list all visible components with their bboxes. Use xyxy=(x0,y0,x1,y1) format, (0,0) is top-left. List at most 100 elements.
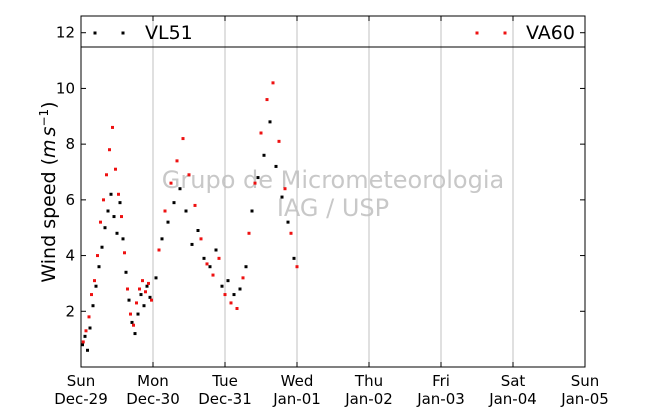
data-point xyxy=(190,242,194,246)
x-tick-label-date: Dec-30 xyxy=(126,390,180,408)
y-tick-label: 10 xyxy=(56,79,75,97)
data-point xyxy=(123,251,126,255)
data-point xyxy=(141,279,144,283)
data-point xyxy=(84,329,88,333)
data-point xyxy=(244,265,248,269)
data-point xyxy=(136,312,140,316)
legend-label: VA60 xyxy=(526,22,575,44)
data-point xyxy=(205,262,209,266)
data-point xyxy=(208,265,212,269)
legend-label: VL51 xyxy=(145,22,193,44)
y-tick-label: 4 xyxy=(65,247,75,265)
x-tick-label-date: Jan-03 xyxy=(416,390,465,408)
data-point xyxy=(114,167,117,171)
data-point xyxy=(133,332,137,336)
series-vl51 xyxy=(81,120,296,352)
x-tick-label-date: Jan-01 xyxy=(272,390,321,408)
data-point xyxy=(138,287,141,291)
y-tick-label: 2 xyxy=(65,302,75,320)
data-point xyxy=(277,139,281,143)
y-axis-ticks: 2 4 6 8 10 12 xyxy=(56,24,585,320)
data-point xyxy=(187,173,191,177)
data-point xyxy=(120,215,123,219)
x-tick-label-day: Tue xyxy=(211,372,238,390)
x-tick-label-date: Dec-31 xyxy=(198,390,252,408)
data-point xyxy=(262,153,266,157)
data-point xyxy=(202,256,206,260)
data-point xyxy=(292,256,296,260)
data-point xyxy=(118,201,122,205)
data-point xyxy=(81,343,84,347)
x-tick-label-day: Thu xyxy=(354,372,383,390)
data-point xyxy=(214,248,218,252)
legend-marker xyxy=(475,31,479,35)
x-tick-label-day: Sat xyxy=(501,372,526,390)
data-point xyxy=(147,281,150,285)
data-point xyxy=(135,301,138,305)
data-point xyxy=(124,270,128,274)
x-tick-label-day: Mon xyxy=(137,372,169,390)
data-point xyxy=(157,248,161,252)
data-point xyxy=(226,279,230,283)
data-point xyxy=(115,231,119,235)
legend-marker xyxy=(93,31,97,35)
y-tick-label: 8 xyxy=(65,135,75,153)
data-point xyxy=(286,220,290,224)
data-point xyxy=(132,323,135,327)
data-point xyxy=(169,181,173,185)
data-point xyxy=(97,265,101,269)
scatter-series xyxy=(81,81,299,352)
data-point xyxy=(87,315,91,319)
data-point xyxy=(81,340,85,344)
grid-lines xyxy=(152,16,514,367)
data-point xyxy=(229,301,233,305)
data-point xyxy=(184,209,188,213)
data-point xyxy=(105,173,108,177)
x-tick-label-day: Fri xyxy=(432,372,450,390)
series-va60 xyxy=(81,81,299,344)
data-point xyxy=(160,237,164,241)
data-point xyxy=(163,209,167,213)
legend: VL51 VA60 xyxy=(81,22,585,48)
data-point xyxy=(265,98,269,102)
legend-marker xyxy=(121,31,125,35)
x-tick-label-day: Sun xyxy=(67,372,96,390)
data-point xyxy=(232,293,236,297)
x-axis-ticks: SunDec-29MonDec-30TueDec-31WedJan-01ThuJ… xyxy=(54,16,609,408)
data-point xyxy=(130,320,134,324)
data-point xyxy=(100,245,104,249)
data-point xyxy=(196,229,200,232)
data-point xyxy=(96,254,99,258)
data-point xyxy=(94,284,98,288)
data-point xyxy=(256,176,260,180)
data-point xyxy=(241,276,245,280)
x-tick-label-date: Jan-04 xyxy=(488,390,537,408)
data-point xyxy=(111,125,114,129)
data-point xyxy=(289,231,293,235)
data-point xyxy=(274,164,278,168)
x-tick-label-day: Sun xyxy=(571,372,600,390)
y-tick-label: 12 xyxy=(56,24,75,42)
x-tick-label-date: Jan-05 xyxy=(560,390,609,408)
data-point xyxy=(88,326,92,330)
data-point xyxy=(283,187,287,191)
data-point xyxy=(145,284,149,288)
data-point xyxy=(109,192,113,196)
x-tick-label-date: Dec-29 xyxy=(54,390,108,408)
data-point xyxy=(247,231,251,235)
data-point xyxy=(121,237,125,241)
data-point xyxy=(112,215,116,219)
data-point xyxy=(181,137,185,141)
data-point xyxy=(129,312,132,316)
data-point xyxy=(93,279,96,283)
data-point xyxy=(127,298,131,302)
watermark-line: IAG / USP xyxy=(277,194,389,222)
data-point xyxy=(271,81,275,85)
x-tick-label-date: Jan-02 xyxy=(344,390,393,408)
data-point xyxy=(117,192,120,196)
y-tick-label: 6 xyxy=(65,191,75,209)
data-point xyxy=(259,131,263,135)
data-point xyxy=(253,181,257,185)
